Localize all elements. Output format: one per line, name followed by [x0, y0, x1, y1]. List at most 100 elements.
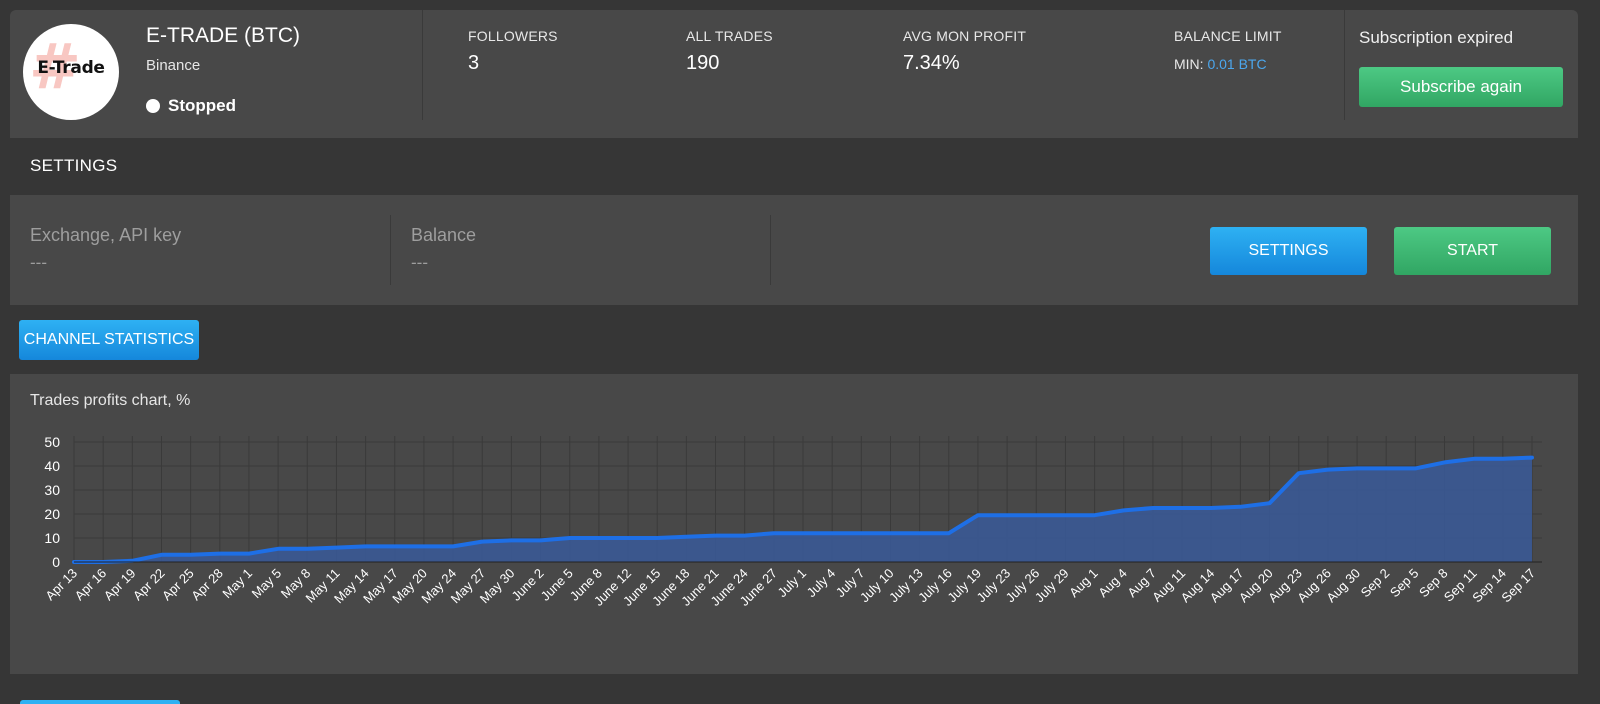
- data-point: [626, 536, 630, 540]
- balance-value: ---: [411, 253, 428, 272]
- subscribe-again-button[interactable]: Subscribe again: [1359, 67, 1563, 107]
- all-trades-label: ALL TRADES: [686, 28, 773, 44]
- data-point: [772, 531, 776, 535]
- data-point: [1297, 471, 1301, 475]
- settings-divider: [390, 215, 391, 285]
- status-label: Stopped: [168, 96, 236, 115]
- x-tick-label: Apr 16: [72, 566, 110, 604]
- channel-exchange: Binance: [146, 57, 201, 74]
- data-point: [422, 544, 426, 548]
- data-point: [655, 536, 659, 540]
- x-tick-label: Apr 28: [188, 566, 226, 604]
- x-tick-label: Sep 17: [1498, 566, 1538, 606]
- data-point: [364, 544, 368, 548]
- next-section-tab[interactable]: [20, 700, 180, 704]
- data-point: [888, 531, 892, 535]
- x-tick-label: Aug 1: [1066, 566, 1101, 601]
- chart-title: Trades profits chart, %: [30, 392, 191, 409]
- data-point: [597, 536, 601, 540]
- followers-value: 3: [468, 52, 480, 74]
- data-point: [189, 553, 193, 557]
- data-point: [276, 547, 280, 551]
- data-point: [1063, 513, 1067, 517]
- x-tick-label: Apr 25: [159, 566, 197, 604]
- x-tick-label: June 2: [508, 566, 546, 604]
- data-point: [1355, 466, 1359, 470]
- logo-text: E-Trade: [37, 58, 105, 78]
- channel-status: Stopped: [146, 96, 236, 116]
- settings-divider: [770, 215, 771, 285]
- data-point: [1238, 505, 1242, 509]
- data-point: [218, 552, 222, 556]
- data-point: [1384, 466, 1388, 470]
- hash-icon: #: [29, 30, 81, 103]
- y-tick-label: 20: [44, 506, 60, 522]
- y-tick-label: 50: [44, 434, 60, 450]
- start-button[interactable]: START: [1394, 227, 1551, 275]
- x-tick-label: July 29: [1032, 566, 1072, 606]
- data-point: [480, 540, 484, 544]
- y-tick-label: 30: [44, 482, 60, 498]
- settings-button[interactable]: SETTINGS: [1210, 227, 1367, 275]
- subscription-status: Subscription expired: [1359, 28, 1514, 47]
- data-point: [1501, 457, 1505, 461]
- data-point: [305, 547, 309, 551]
- data-point: [859, 531, 863, 535]
- x-tick-label: Apr 13: [42, 566, 80, 604]
- data-point: [1413, 466, 1417, 470]
- settings-section-header: SETTINGS: [10, 138, 1578, 195]
- data-point: [1034, 513, 1038, 517]
- x-tick-label: May 5: [249, 566, 285, 602]
- x-tick-label: Apr 19: [101, 566, 139, 604]
- channel-statistics-tab[interactable]: CHANNEL STATISTICS: [19, 320, 199, 360]
- data-point: [1122, 508, 1126, 512]
- series-area: [74, 457, 1532, 562]
- data-point: [801, 531, 805, 535]
- x-tick-label: Sep 2: [1358, 566, 1393, 601]
- x-tick-label: May 1: [219, 566, 255, 602]
- data-point: [1093, 513, 1097, 517]
- balance-limit-label: BALANCE LIMIT: [1174, 28, 1282, 44]
- followers-label: FOLLOWERS: [468, 28, 558, 44]
- x-tick-label: Aug 4: [1095, 566, 1130, 601]
- channel-header: # E-Trade E-TRADE (BTC) Binance Stopped …: [10, 10, 1578, 138]
- data-point: [1472, 457, 1476, 461]
- data-point: [1180, 506, 1184, 510]
- data-point: [1005, 513, 1009, 517]
- x-tick-label: Sep 5: [1387, 566, 1422, 601]
- data-point: [947, 531, 951, 535]
- x-tick-label: July 1: [774, 566, 809, 601]
- profits-chart-panel: Trades profits chart, % 0 10 20 30 40 50 Apr 1…: [10, 374, 1578, 674]
- data-point: [393, 544, 397, 548]
- y-tick-label: 40: [44, 458, 60, 474]
- data-point: [1268, 501, 1272, 505]
- exchange-api-key-label: Exchange, API key: [30, 225, 182, 245]
- data-point: [539, 538, 543, 542]
- data-point: [1530, 456, 1534, 460]
- data-point: [509, 538, 513, 542]
- exchange-api-key-value: ---: [30, 253, 47, 272]
- balance-min-label: MIN:: [1174, 56, 1204, 72]
- avg-profit-value: 7.34%: [903, 52, 960, 74]
- data-point: [1151, 506, 1155, 510]
- header-divider: [1344, 10, 1345, 120]
- x-tick-label: Aug 30: [1323, 566, 1363, 606]
- y-tick-label: 0: [52, 554, 60, 570]
- data-point: [976, 513, 980, 517]
- data-point: [159, 553, 163, 557]
- channel-logo: # E-Trade: [23, 24, 119, 120]
- x-tick-label: Apr 22: [130, 566, 168, 604]
- settings-panel: Exchange, API key --- Balance --- SETTIN…: [10, 195, 1578, 305]
- data-point: [684, 535, 688, 539]
- all-trades-value: 190: [686, 52, 720, 74]
- data-point: [743, 534, 747, 538]
- data-point: [714, 534, 718, 538]
- data-point: [247, 552, 251, 556]
- balance-label: Balance: [411, 225, 477, 245]
- balance-min-value: 0.01 BTC: [1207, 56, 1267, 72]
- data-point: [334, 546, 338, 550]
- balance-min: MIN: 0.01 BTC: [1174, 56, 1267, 72]
- data-point: [830, 531, 834, 535]
- status-dot-icon: [146, 99, 160, 113]
